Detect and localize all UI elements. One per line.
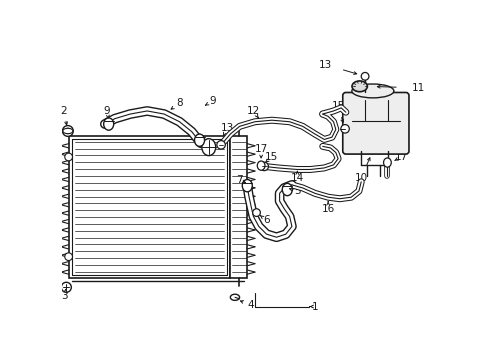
Ellipse shape xyxy=(195,134,204,147)
Ellipse shape xyxy=(242,180,252,192)
Circle shape xyxy=(361,72,369,80)
Circle shape xyxy=(341,125,349,133)
Text: 8: 8 xyxy=(176,98,183,108)
Text: 6: 6 xyxy=(263,215,270,225)
Text: 15: 15 xyxy=(332,101,345,111)
Ellipse shape xyxy=(202,139,216,156)
Text: 7: 7 xyxy=(236,175,243,185)
Circle shape xyxy=(65,128,71,134)
Text: 14: 14 xyxy=(291,173,304,183)
Text: 12: 12 xyxy=(247,106,260,116)
Circle shape xyxy=(65,153,73,161)
Text: 9: 9 xyxy=(209,96,216,106)
Ellipse shape xyxy=(352,81,368,92)
FancyBboxPatch shape xyxy=(343,93,409,154)
Text: 9: 9 xyxy=(104,106,110,116)
Circle shape xyxy=(62,126,73,136)
Text: 4: 4 xyxy=(248,300,254,310)
Text: 13: 13 xyxy=(319,60,332,70)
Bar xyxy=(230,136,247,278)
Ellipse shape xyxy=(230,294,240,300)
Text: 13: 13 xyxy=(220,123,234,133)
Text: 1: 1 xyxy=(312,302,318,311)
Ellipse shape xyxy=(257,161,265,170)
Text: 16: 16 xyxy=(321,204,335,214)
Ellipse shape xyxy=(352,84,394,98)
Text: 2: 2 xyxy=(61,106,67,116)
Text: 17: 17 xyxy=(254,144,268,154)
Text: 3: 3 xyxy=(61,291,68,301)
Ellipse shape xyxy=(104,118,114,130)
Circle shape xyxy=(65,253,73,261)
Text: 15: 15 xyxy=(265,152,278,162)
Ellipse shape xyxy=(63,128,73,134)
Ellipse shape xyxy=(384,158,392,167)
Circle shape xyxy=(217,141,225,149)
Text: 5: 5 xyxy=(294,186,301,196)
Text: 10: 10 xyxy=(355,173,368,183)
Text: 11: 11 xyxy=(412,83,425,93)
Text: 17: 17 xyxy=(394,152,408,162)
Bar xyxy=(69,136,230,278)
Circle shape xyxy=(61,282,72,292)
Ellipse shape xyxy=(282,183,293,195)
Circle shape xyxy=(253,209,260,216)
Circle shape xyxy=(260,162,269,171)
